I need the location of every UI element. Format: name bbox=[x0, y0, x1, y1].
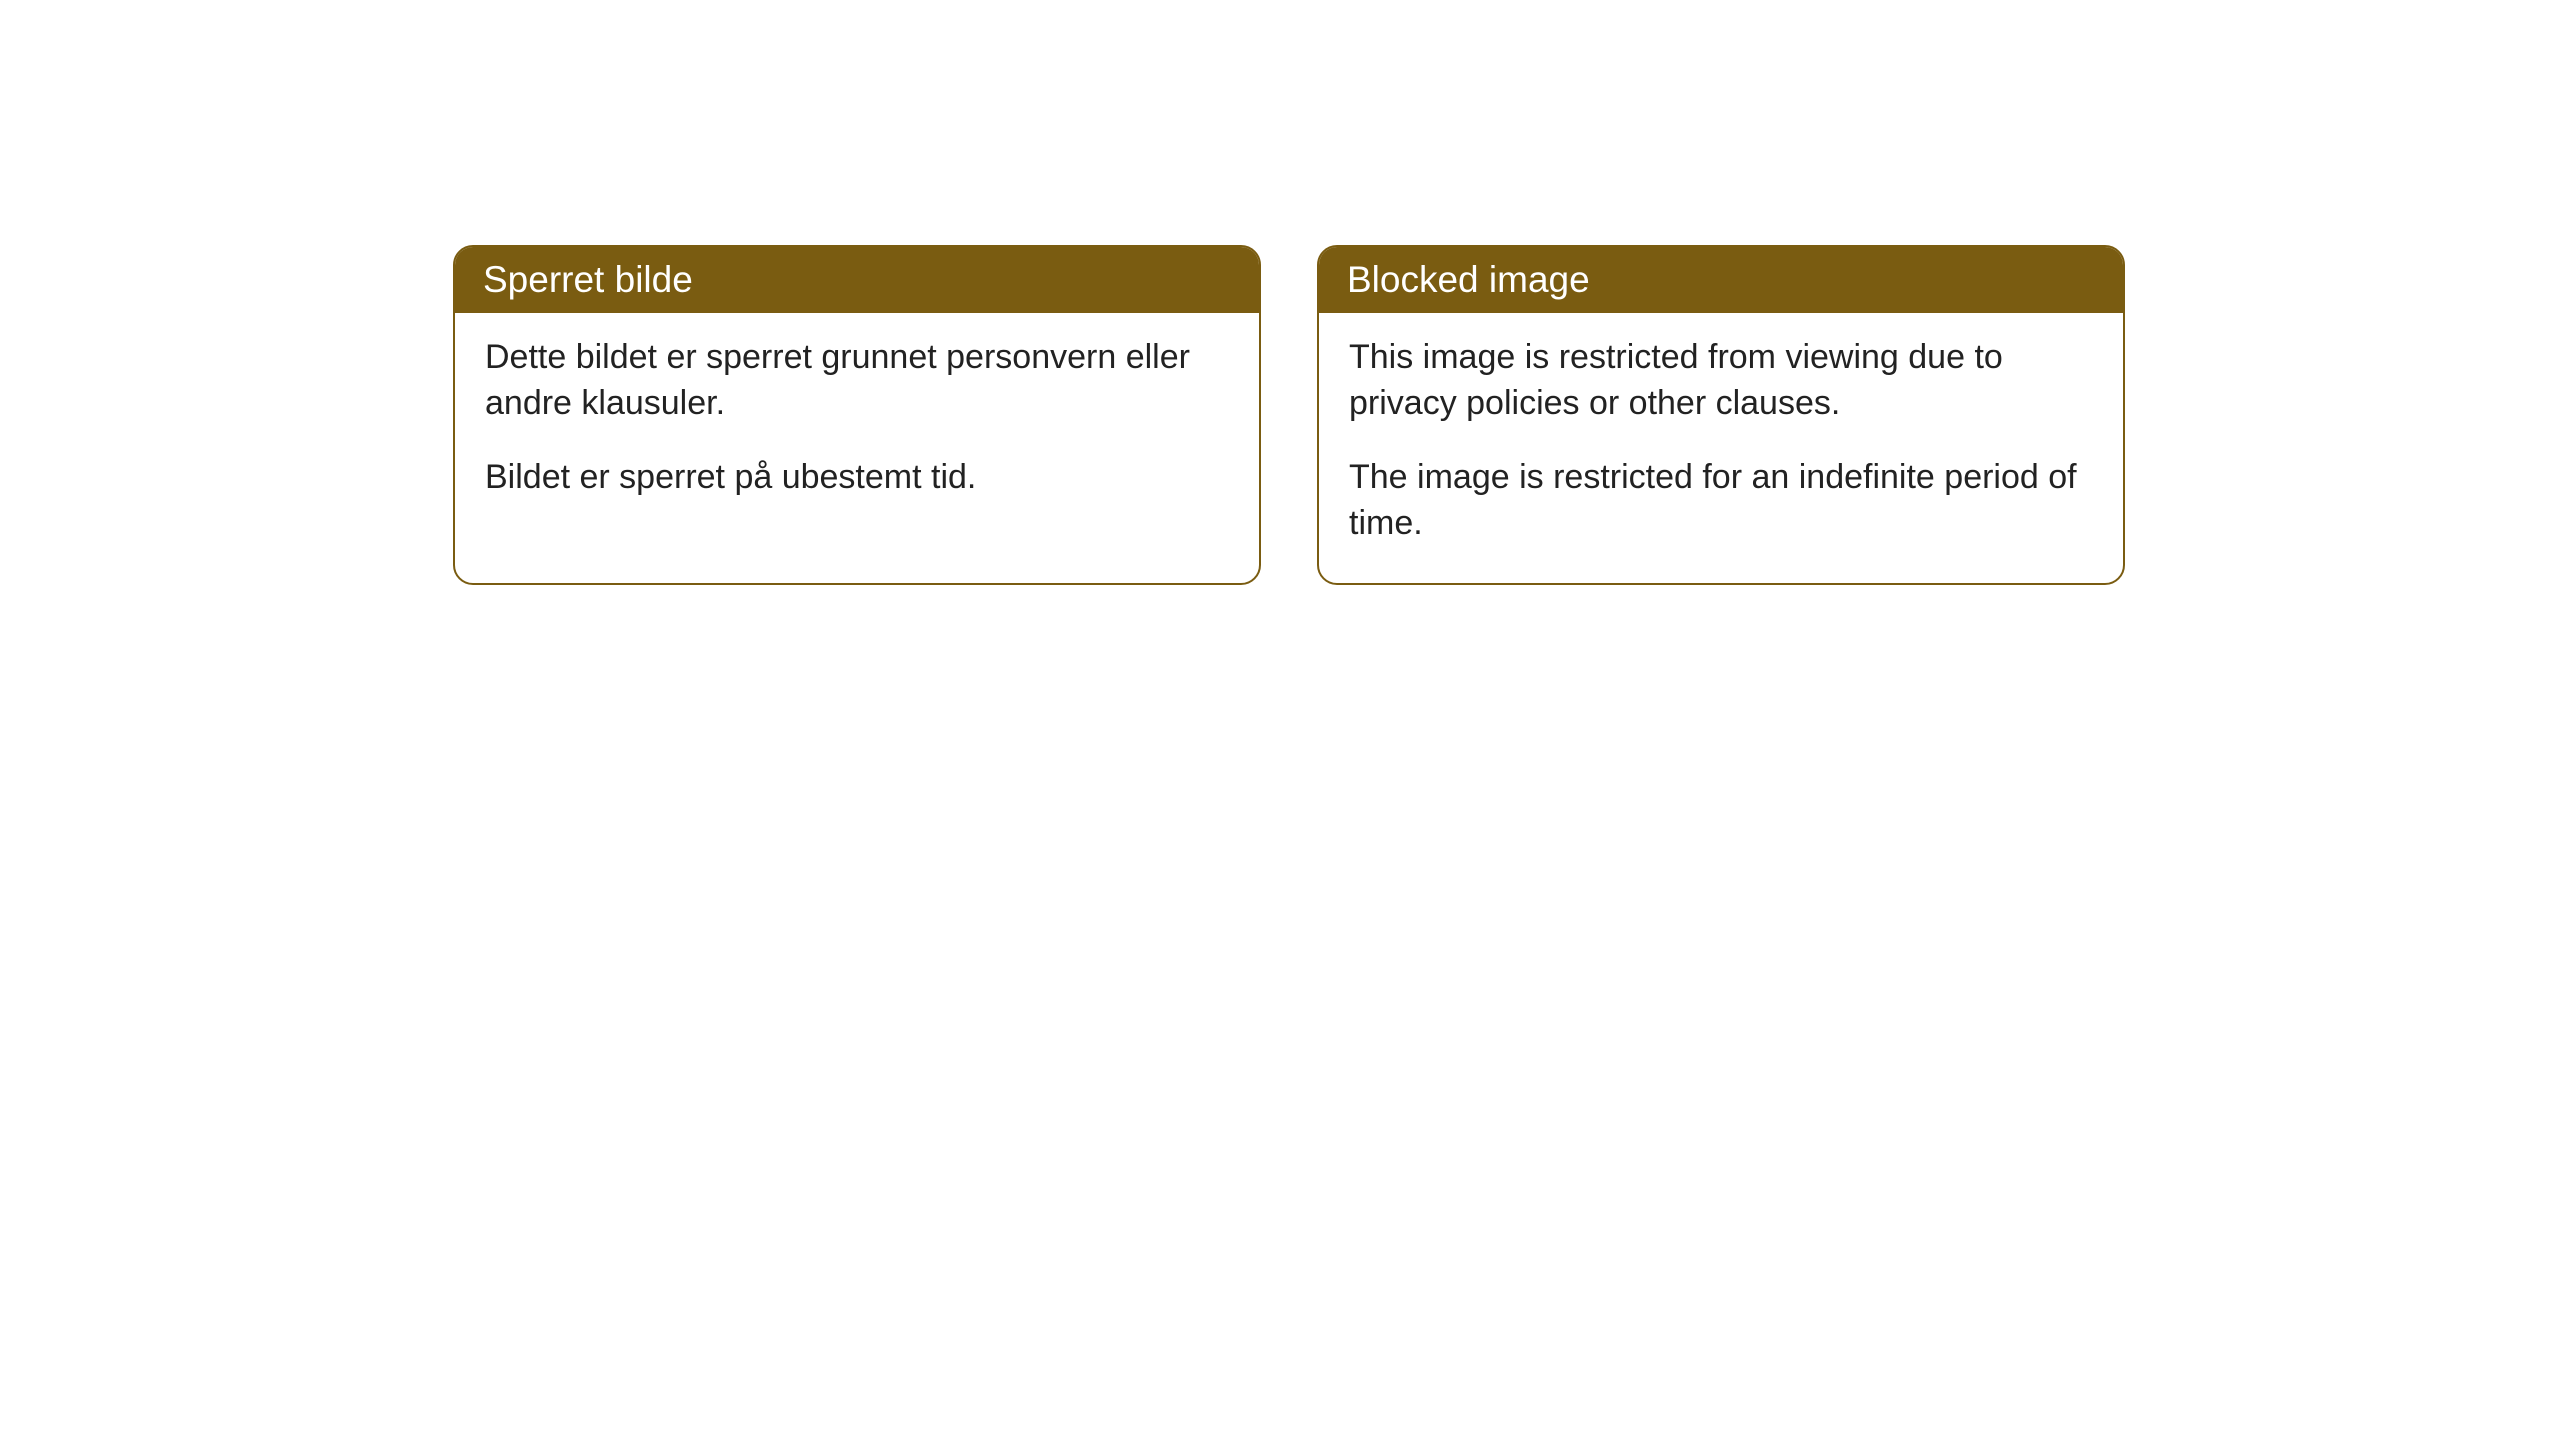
card-header-no: Sperret bilde bbox=[455, 247, 1259, 313]
card-header-en: Blocked image bbox=[1319, 247, 2123, 313]
card-paragraph1-no: Dette bildet er sperret grunnet personve… bbox=[485, 335, 1229, 427]
blocked-image-card-en: Blocked image This image is restricted f… bbox=[1317, 245, 2125, 585]
blocked-image-card-no: Sperret bilde Dette bildet er sperret gr… bbox=[453, 245, 1261, 585]
card-paragraph2-no: Bildet er sperret på ubestemt tid. bbox=[485, 455, 1229, 501]
card-title-no: Sperret bilde bbox=[483, 259, 693, 300]
card-title-en: Blocked image bbox=[1347, 259, 1590, 300]
card-paragraph2-en: The image is restricted for an indefinit… bbox=[1349, 455, 2093, 547]
card-body-no: Dette bildet er sperret grunnet personve… bbox=[455, 313, 1259, 537]
card-body-en: This image is restricted from viewing du… bbox=[1319, 313, 2123, 583]
notice-container: Sperret bilde Dette bildet er sperret gr… bbox=[0, 0, 2560, 585]
card-paragraph1-en: This image is restricted from viewing du… bbox=[1349, 335, 2093, 427]
